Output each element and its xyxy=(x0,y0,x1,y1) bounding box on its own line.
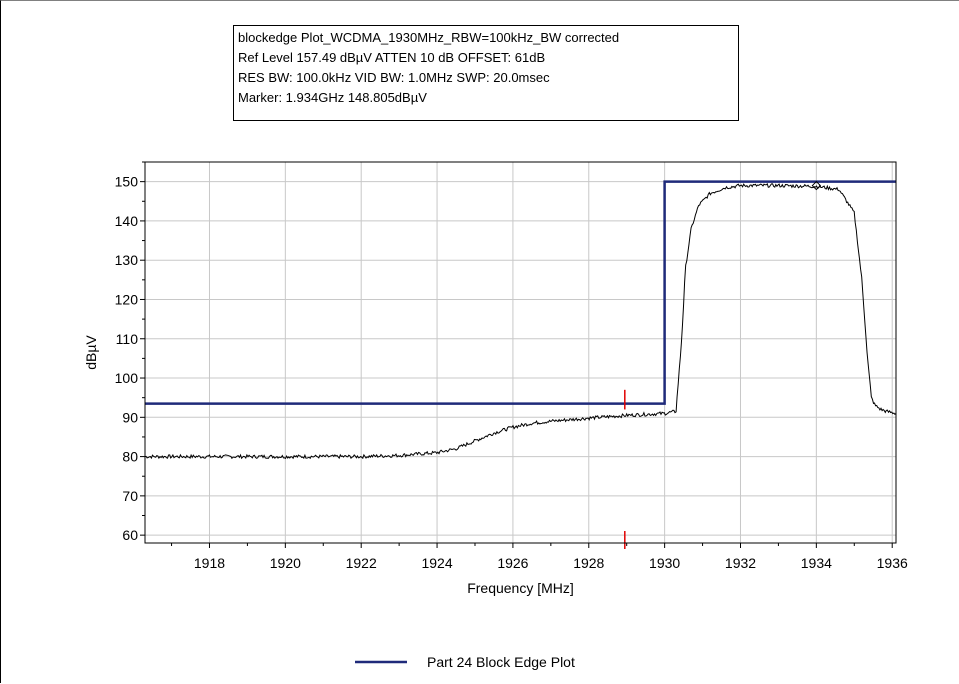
x-tick-label: 1920 xyxy=(270,555,301,571)
chart-traces xyxy=(144,180,897,549)
x-tick-label: 1924 xyxy=(421,555,452,571)
y-tick-label: 150 xyxy=(115,174,139,190)
limit-line xyxy=(145,180,896,405)
y-tick-labels: 60 70 80 90 100 110 120 130 140 150 xyxy=(115,174,139,544)
x-tick-label: 1934 xyxy=(801,555,832,571)
y-tick-label: 120 xyxy=(115,291,139,307)
info-line-marker: Marker: 1.934GHz 148.805dBµV xyxy=(238,90,427,105)
y-tick-label: 130 xyxy=(115,252,139,268)
y-tick-label: 100 xyxy=(115,370,139,386)
x-tick-label: 1922 xyxy=(346,555,377,571)
y-axis-label: dBµV xyxy=(83,335,99,370)
x-tick-label: 1936 xyxy=(877,555,908,571)
legend-label: Part 24 Block Edge Plot xyxy=(427,654,575,670)
x-tick-labels: 1918 1920 1922 1924 1926 1928 1930 1932 1934 1936 xyxy=(194,555,908,571)
x-tick-label: 1930 xyxy=(649,555,680,571)
y-tick-label: 90 xyxy=(122,409,138,425)
plot-area-border xyxy=(144,161,897,544)
measured-trace xyxy=(144,183,897,460)
x-tick-label: 1932 xyxy=(725,555,756,571)
info-line-ref-level: Ref Level 157.49 dBµV ATTEN 10 dB OFFSET… xyxy=(238,50,546,65)
info-line-title: blockedge Plot_WCDMA_1930MHz_RBW=100kHz_… xyxy=(238,30,620,45)
x-axis-label: Frequency [MHz] xyxy=(467,580,574,596)
axis-ticks xyxy=(140,161,893,548)
peak-marker xyxy=(811,180,822,191)
x-tick-label: 1926 xyxy=(497,555,528,571)
y-tick-label: 80 xyxy=(122,449,138,465)
x-tick-label: 1918 xyxy=(194,555,225,571)
grid-lines xyxy=(145,162,896,543)
y-tick-label: 70 xyxy=(122,488,138,504)
info-line-bandwidth: RES BW: 100.0kHz VID BW: 1.0MHz SWP: 20.… xyxy=(238,70,550,85)
y-tick-label: 110 xyxy=(116,331,139,347)
y-tick-label: 140 xyxy=(115,213,139,229)
x-tick-label: 1928 xyxy=(573,555,604,571)
y-tick-label: 60 xyxy=(122,527,138,543)
measurement-info-box: blockedge Plot_WCDMA_1930MHz_RBW=100kHz_… xyxy=(233,25,739,121)
